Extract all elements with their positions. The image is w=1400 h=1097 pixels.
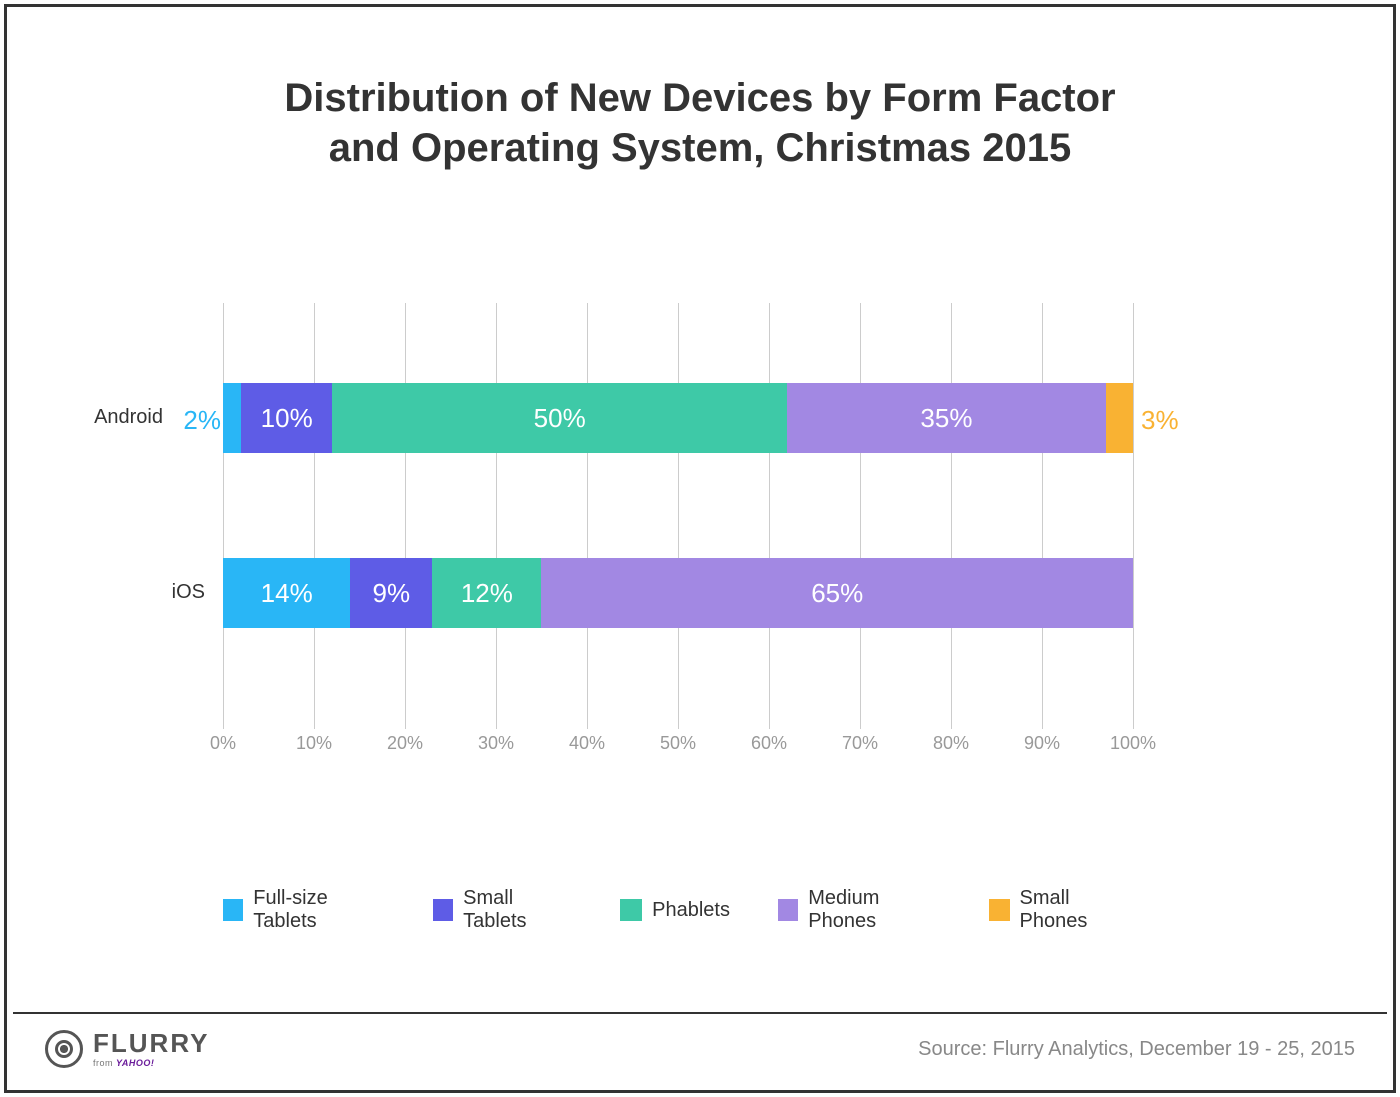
outer-frame: Distribution of New Devices by Form Fact… (4, 4, 1396, 1093)
x-axis: 0%10%20%30%40%50%60%70%80%90%100% (223, 723, 1133, 763)
gridline (496, 303, 497, 723)
x-tick-mark (587, 723, 588, 729)
gridline (1133, 303, 1134, 723)
bar-row-ios: iOS14%9%12%65% (223, 558, 1133, 628)
legend-swatch (433, 899, 453, 921)
gridline (1042, 303, 1043, 723)
chart-area: Android2%10%50%35%3%iOS14%9%12%65% 0%10%… (223, 303, 1133, 793)
x-tick-label: 70% (842, 733, 878, 754)
x-tick-mark (1133, 723, 1134, 729)
source-text: Source: Flurry Analytics, December 19 - … (918, 1038, 1355, 1061)
flurry-logo-text-wrap: FLURRY from YAHOO! (93, 1030, 209, 1068)
flurry-logo-text: FLURRY (93, 1030, 209, 1056)
bar-segment (1106, 383, 1133, 453)
x-tick-mark (496, 723, 497, 729)
gridline (678, 303, 679, 723)
gridline (769, 303, 770, 723)
bar-segment: 14% (223, 558, 350, 628)
legend-swatch (989, 899, 1009, 921)
bar-row-android: Android2%10%50%35%3% (223, 383, 1133, 453)
bar-segment-label-outside: 3% (1141, 405, 1179, 436)
x-tick-mark (1042, 723, 1043, 729)
y-axis-label: Android (94, 406, 163, 429)
legend-label: Phablets (652, 899, 730, 922)
flurry-logo-icon-inner (55, 1040, 73, 1058)
legend-label: Small Phones (1020, 887, 1134, 933)
gridline (587, 303, 588, 723)
legend-swatch (620, 899, 642, 921)
bar-segment: 12% (432, 558, 541, 628)
gridline (314, 303, 315, 723)
title-line-1: Distribution of New Devices by Form Fact… (93, 73, 1307, 123)
gridline (951, 303, 952, 723)
legend: Full-size Tablets Small Tablets Phablets Me… (223, 887, 1133, 933)
bar-segment (223, 383, 241, 453)
x-tick-label: 60% (751, 733, 787, 754)
legend-item: Medium Phones (778, 887, 941, 933)
flurry-logo-icon (45, 1030, 83, 1068)
x-tick-mark (678, 723, 679, 729)
y-axis-label: iOS (172, 581, 205, 604)
bar-segment: 35% (787, 383, 1106, 453)
legend-item: Full-size Tablets (223, 887, 385, 933)
x-tick-label: 10% (296, 733, 332, 754)
bar-segment: 50% (332, 383, 787, 453)
chart-title: Distribution of New Devices by Form Fact… (13, 13, 1387, 193)
legend-swatch (778, 899, 798, 921)
bar-segment-label-outside: 2% (183, 405, 221, 436)
gridline (405, 303, 406, 723)
logo-sub-prefix: from (93, 1058, 116, 1068)
x-tick-label: 50% (660, 733, 696, 754)
x-tick-label: 90% (1024, 733, 1060, 754)
flurry-logo: FLURRY from YAHOO! (45, 1030, 209, 1068)
x-tick-label: 20% (387, 733, 423, 754)
title-line-2: and Operating System, Christmas 2015 (93, 123, 1307, 173)
x-tick-mark (223, 723, 224, 729)
legend-label: Full-size Tablets (253, 887, 385, 933)
legend-item: Small Phones (989, 887, 1133, 933)
legend-label: Small Tablets (463, 887, 572, 933)
legend-swatch (223, 899, 243, 921)
bar-segment: 65% (541, 558, 1133, 628)
x-tick-mark (405, 723, 406, 729)
legend-item: Small Tablets (433, 887, 572, 933)
x-tick-label: 100% (1110, 733, 1156, 754)
x-tick-label: 40% (569, 733, 605, 754)
x-tick-label: 0% (210, 733, 236, 754)
legend-label: Medium Phones (808, 887, 941, 933)
x-tick-label: 30% (478, 733, 514, 754)
x-tick-mark (951, 723, 952, 729)
x-tick-mark (769, 723, 770, 729)
gridline (223, 303, 224, 723)
inner-frame: Distribution of New Devices by Form Fact… (13, 13, 1387, 1084)
plot: Android2%10%50%35%3% iOS14%9%12%65% (223, 303, 1133, 723)
logo-sub-brand: YAHOO! (116, 1058, 154, 1068)
footer: FLURRY from YAHOO! Source: Flurry Analyt… (13, 1012, 1387, 1084)
x-tick-mark (860, 723, 861, 729)
gridline (860, 303, 861, 723)
flurry-logo-subtext: from YAHOO! (93, 1058, 209, 1068)
bar-segment: 9% (350, 558, 432, 628)
x-tick-label: 80% (933, 733, 969, 754)
x-tick-mark (314, 723, 315, 729)
legend-item: Phablets (620, 887, 730, 933)
bar-segment: 10% (241, 383, 332, 453)
